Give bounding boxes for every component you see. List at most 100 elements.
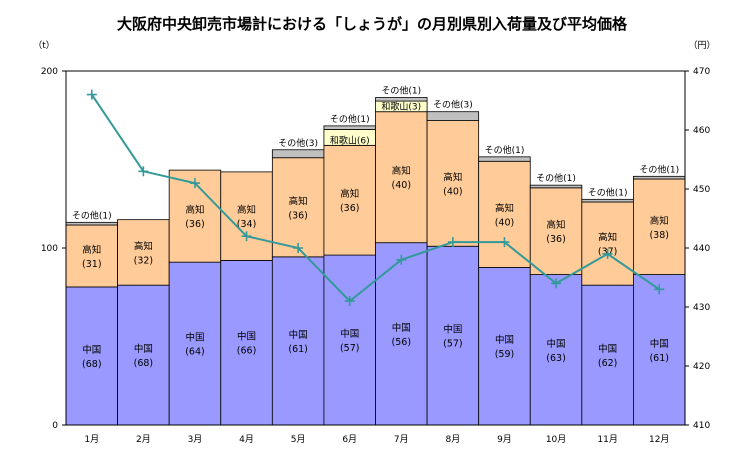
- segment-name-label: 中国: [340, 328, 359, 340]
- right-tick-label: 460: [693, 126, 710, 136]
- segment-value-label: (40): [495, 217, 515, 228]
- segment-value-label: (62): [598, 358, 618, 369]
- bar-segment: [426, 111, 480, 121]
- left-axis-ticks: 0 100 200: [41, 67, 66, 431]
- bar-segment: [633, 274, 686, 426]
- price-point: [138, 166, 149, 177]
- segment-value-label: (59): [495, 349, 515, 360]
- x-tick-label: 7月: [394, 434, 409, 445]
- bar-segment: [633, 175, 686, 180]
- bar-segment: [426, 120, 480, 247]
- segment-name-label: 中国: [598, 343, 617, 355]
- right-tick-label: 440: [693, 244, 710, 254]
- segment-value-label: (36): [546, 234, 566, 245]
- segment-value-label: (31): [82, 259, 102, 270]
- segment-name-label: 和歌山(6): [330, 134, 370, 146]
- x-tick-label: 12月: [649, 434, 669, 445]
- left-tick-label: 0: [52, 421, 58, 431]
- x-tick-label: 9月: [497, 434, 512, 445]
- other-label: その他(1): [485, 144, 525, 156]
- segment-value-label: (63): [546, 353, 566, 364]
- x-tick-label: 5月: [291, 434, 306, 445]
- x-tick-label: 3月: [188, 434, 203, 445]
- left-tick-label: 100: [41, 244, 58, 254]
- segment-name-label: 高知: [289, 195, 308, 207]
- segment-name-label: 中国: [289, 329, 308, 341]
- other-label: その他(3): [278, 137, 318, 149]
- other-label: その他(1): [588, 186, 628, 198]
- x-tick-label: 11月: [597, 434, 617, 445]
- segment-value-label: (66): [237, 346, 257, 357]
- x-tick-label: 4月: [239, 434, 254, 445]
- bar-segment: [478, 160, 531, 268]
- segment-value-label: (34): [237, 219, 257, 230]
- other-label: その他(1): [639, 163, 679, 175]
- bar-segment: [375, 111, 428, 244]
- segment-name-label: 中国: [547, 338, 566, 350]
- segment-value-label: (36): [288, 210, 308, 221]
- segment-name-label: 高知: [547, 219, 566, 231]
- bar-segment: [581, 198, 634, 203]
- bar-segment: [65, 286, 118, 426]
- price-point: [344, 296, 355, 307]
- bar-segment: [633, 178, 686, 275]
- other-label: その他(3): [433, 99, 473, 111]
- bar-segment: [529, 274, 583, 426]
- bar-segment: [323, 144, 376, 256]
- segment-value-label: (36): [185, 219, 205, 230]
- segment-name-label: 高知: [340, 188, 359, 200]
- segment-value-label: (36): [340, 203, 360, 214]
- segment-name-label: 高知: [650, 215, 669, 227]
- segment-value-label: (38): [649, 230, 669, 241]
- price-point: [499, 237, 510, 248]
- x-tick-label: 8月: [446, 434, 461, 445]
- segment-name-label: 高知: [598, 232, 617, 244]
- price-point: [86, 89, 97, 100]
- segment-value-label: (32): [134, 255, 154, 266]
- price-point: [189, 178, 200, 189]
- segment-name-label: 高知: [495, 202, 514, 214]
- segment-value-label: (64): [185, 347, 205, 358]
- right-tick-label: 450: [693, 185, 710, 195]
- chart-title: 大阪府中央卸売市場計における「しょうが」の月別県別入荷量及び平均価格: [117, 15, 628, 33]
- segment-name-label: 中国: [495, 334, 514, 346]
- plot-area-border: [65, 70, 686, 426]
- x-tick-label: 6月: [342, 434, 357, 445]
- bar-segment: [529, 184, 583, 189]
- x-axis-labels: 1月 2月 3月 4月 5月 6月 7月 8月 9月 10月 11月 12月: [84, 434, 669, 445]
- price-point: [602, 248, 613, 259]
- segment-name-label: 中国: [185, 332, 204, 344]
- segment-name-label: 高知: [82, 244, 101, 256]
- price-line-series: [86, 89, 665, 307]
- segment-name-label: 中国: [237, 331, 256, 343]
- right-tick-label: 420: [693, 362, 710, 372]
- bar-segment: [117, 219, 170, 286]
- segment-value-label: (61): [649, 353, 669, 364]
- segment-value-label: (57): [443, 339, 463, 350]
- segment-value-label: (68): [134, 358, 154, 369]
- right-axis-unit: （円）: [688, 40, 715, 51]
- segment-name-label: 中国: [82, 344, 101, 356]
- right-axis-ticks: 410 420 430 440 450 460 470: [685, 67, 710, 431]
- right-tick-label: 430: [693, 303, 710, 313]
- segment-name-label: 中国: [443, 324, 462, 336]
- bar-segment: [271, 149, 325, 159]
- stacked-bars: 中国 (68) 高知 (31) その他(1) 中国 (68) 高知 (32) 中国 (64) 高知 (3…: [65, 85, 686, 426]
- bar-segment: [426, 245, 480, 426]
- other-label: その他(1): [536, 172, 576, 184]
- bar-segment: [271, 157, 325, 258]
- bar-segment: [529, 187, 583, 275]
- x-tick-label: 10月: [546, 434, 566, 445]
- segment-name-label: 中国: [650, 338, 669, 350]
- bar-segment: [323, 125, 376, 130]
- bar-segment: [220, 259, 273, 426]
- segment-name-label: 高知: [443, 171, 462, 183]
- segment-name-label: 高知: [392, 165, 411, 177]
- bar-segment: [478, 156, 531, 162]
- bar-segment: [220, 171, 273, 261]
- other-label: その他(1): [381, 85, 421, 97]
- price-point: [396, 254, 407, 265]
- bar-segment: [375, 97, 428, 102]
- segment-name-label: 中国: [134, 343, 153, 355]
